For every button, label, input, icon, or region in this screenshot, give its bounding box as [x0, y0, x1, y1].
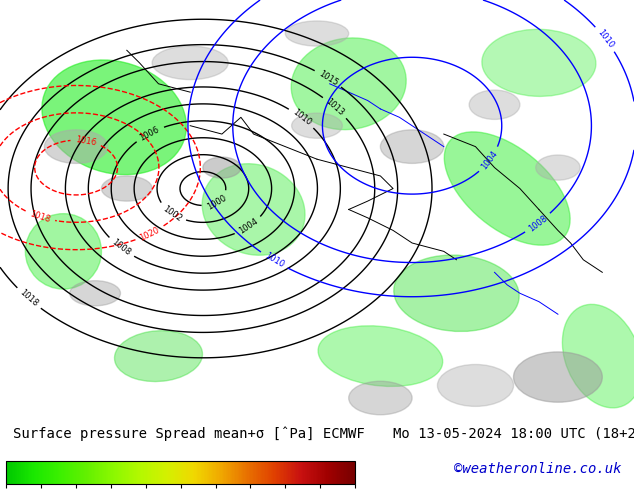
Text: 1010: 1010 [595, 28, 616, 50]
Ellipse shape [42, 60, 186, 174]
Ellipse shape [562, 304, 634, 408]
Ellipse shape [115, 331, 202, 382]
Ellipse shape [101, 176, 152, 201]
Text: 1008: 1008 [110, 238, 133, 258]
Text: 1020: 1020 [138, 225, 161, 243]
Text: Mo 13-05-2024 18:00 UTC (18+24): Mo 13-05-2024 18:00 UTC (18+24) [393, 426, 634, 440]
Text: 1018: 1018 [18, 288, 39, 309]
Ellipse shape [349, 381, 412, 415]
Text: 1016: 1016 [75, 135, 97, 147]
Ellipse shape [444, 132, 570, 245]
Ellipse shape [536, 155, 580, 180]
Ellipse shape [469, 90, 520, 120]
Ellipse shape [380, 130, 444, 163]
Text: 1004: 1004 [480, 149, 500, 171]
Text: 1010: 1010 [262, 251, 285, 270]
Text: ©weatheronline.co.uk: ©weatheronline.co.uk [454, 462, 621, 476]
Text: 1006: 1006 [138, 124, 161, 142]
Ellipse shape [152, 46, 228, 79]
Ellipse shape [394, 255, 519, 331]
Ellipse shape [285, 21, 349, 46]
Ellipse shape [291, 38, 406, 130]
Text: Surface pressure Spread mean+σ [ˆPa] ECMWF: Surface pressure Spread mean+σ [ˆPa] ECM… [13, 426, 365, 441]
Ellipse shape [437, 365, 514, 406]
Text: 1015: 1015 [317, 69, 339, 88]
Text: 1002: 1002 [161, 204, 183, 223]
Ellipse shape [203, 157, 241, 178]
Ellipse shape [44, 130, 108, 163]
Text: 1018: 1018 [29, 209, 51, 224]
Ellipse shape [25, 214, 101, 289]
Ellipse shape [70, 281, 120, 306]
Text: 1008: 1008 [527, 213, 549, 233]
Text: 1013: 1013 [324, 97, 346, 118]
Ellipse shape [482, 29, 596, 97]
Text: 1010: 1010 [290, 108, 313, 128]
Ellipse shape [202, 164, 305, 255]
Ellipse shape [514, 352, 602, 402]
Text: 1000: 1000 [205, 193, 228, 211]
Ellipse shape [292, 113, 342, 138]
Ellipse shape [318, 326, 443, 387]
Text: 1004: 1004 [237, 217, 260, 236]
